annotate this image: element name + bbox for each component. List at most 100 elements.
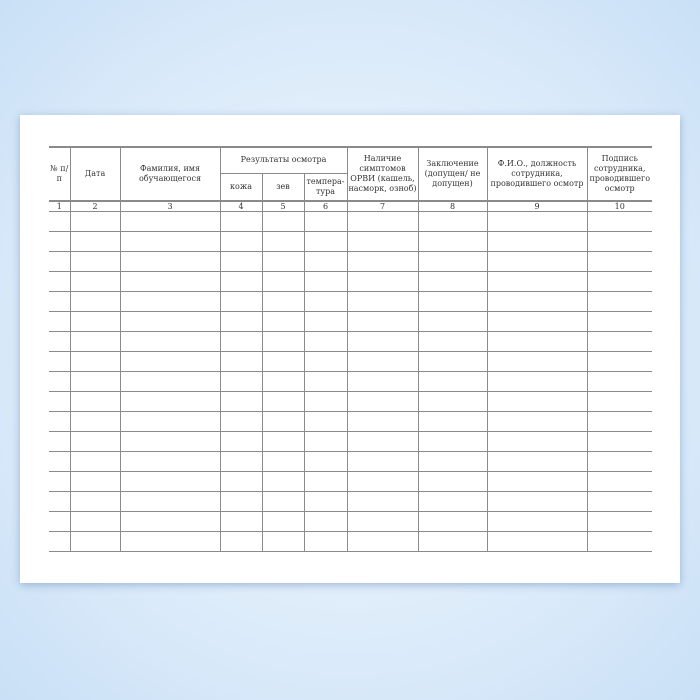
- empty-cell: [417, 431, 488, 452]
- empty-cell: [586, 211, 652, 232]
- empty-cell: [219, 451, 263, 472]
- empty-cell: [49, 451, 71, 472]
- empty-cell: [303, 271, 348, 292]
- empty-cell: [417, 511, 488, 532]
- empty-cell: [303, 291, 348, 312]
- table-row: [49, 451, 652, 472]
- empty-cell: [219, 311, 263, 332]
- table-row: [49, 351, 652, 372]
- empty-cell: [417, 531, 488, 552]
- empty-cell: [417, 411, 488, 432]
- empty-cell: [417, 351, 488, 372]
- empty-cell: [69, 211, 121, 232]
- empty-cell: [586, 311, 652, 332]
- empty-cell: [303, 451, 348, 472]
- empty-cell: [586, 471, 652, 492]
- empty-cell: [261, 211, 305, 232]
- empty-cell: [303, 331, 348, 352]
- table-row: [49, 271, 652, 292]
- empty-cell: [119, 231, 221, 252]
- empty-cell: [586, 371, 652, 392]
- empty-cell: [49, 471, 71, 492]
- empty-cell: [486, 291, 588, 312]
- empty-cell: [69, 471, 121, 492]
- empty-cell: [486, 431, 588, 452]
- empty-cell: [69, 271, 121, 292]
- empty-cell: [69, 331, 121, 352]
- empty-cell: [49, 511, 71, 532]
- empty-cell: [69, 371, 121, 392]
- empty-cell: [486, 371, 588, 392]
- empty-cell: [346, 411, 419, 432]
- header-date: Дата: [69, 146, 121, 202]
- column-number: 6: [303, 200, 348, 212]
- empty-cell: [586, 451, 652, 472]
- empty-cell: [49, 251, 71, 272]
- table-row: [49, 211, 652, 232]
- empty-cell: [119, 311, 221, 332]
- empty-cell: [303, 391, 348, 412]
- empty-cell: [219, 411, 263, 432]
- empty-cell: [119, 271, 221, 292]
- empty-cell: [261, 471, 305, 492]
- empty-cell: [219, 511, 263, 532]
- empty-cell: [346, 291, 419, 312]
- empty-cell: [49, 431, 71, 452]
- empty-cell: [586, 271, 652, 292]
- empty-cell: [486, 391, 588, 412]
- table-row: [49, 491, 652, 512]
- empty-cell: [486, 451, 588, 472]
- empty-cell: [49, 211, 71, 232]
- inspection-log-table: № п/п Дата Фамилия, имя обучающегося Рез…: [49, 146, 652, 552]
- empty-cell: [346, 271, 419, 292]
- empty-cell: [417, 471, 488, 492]
- empty-cell: [49, 371, 71, 392]
- column-number: 7: [346, 200, 419, 212]
- column-number-row: 1 2 3 4 5 6 7 8 9 10: [49, 200, 652, 212]
- empty-cell: [119, 211, 221, 232]
- header-results: Результаты осмотра: [219, 146, 348, 174]
- empty-cell: [119, 531, 221, 552]
- empty-cell: [119, 331, 221, 352]
- empty-cell: [119, 431, 221, 452]
- empty-cell: [486, 311, 588, 332]
- empty-cell: [586, 231, 652, 252]
- empty-cell: [417, 311, 488, 332]
- empty-cell: [303, 431, 348, 452]
- table-row: [49, 231, 652, 252]
- empty-cell: [69, 251, 121, 272]
- empty-cell: [219, 271, 263, 292]
- empty-cell: [219, 471, 263, 492]
- table-row: [49, 391, 652, 412]
- empty-cell: [119, 371, 221, 392]
- empty-cell: [303, 351, 348, 372]
- empty-cell: [417, 491, 488, 512]
- empty-cell: [346, 251, 419, 272]
- empty-cell: [586, 291, 652, 312]
- empty-cell: [261, 271, 305, 292]
- column-number: 5: [261, 200, 305, 212]
- empty-cell: [486, 331, 588, 352]
- empty-cell: [219, 231, 263, 252]
- table-row: [49, 251, 652, 272]
- empty-cell: [261, 531, 305, 552]
- empty-cell: [346, 371, 419, 392]
- empty-cell: [346, 531, 419, 552]
- empty-cell: [49, 391, 71, 412]
- empty-cell: [261, 451, 305, 472]
- empty-cell: [261, 231, 305, 252]
- empty-cell: [346, 211, 419, 232]
- header-throat: зев: [261, 172, 305, 202]
- empty-cell: [261, 511, 305, 532]
- empty-cell: [69, 531, 121, 552]
- empty-cell: [261, 431, 305, 452]
- empty-cell: [261, 291, 305, 312]
- empty-cell: [49, 231, 71, 252]
- empty-cell: [486, 231, 588, 252]
- empty-cell: [219, 251, 263, 272]
- empty-cell: [261, 391, 305, 412]
- empty-cell: [119, 391, 221, 412]
- empty-cell: [261, 411, 305, 432]
- header-skin: кожа: [220, 172, 263, 202]
- empty-cell: [346, 511, 419, 532]
